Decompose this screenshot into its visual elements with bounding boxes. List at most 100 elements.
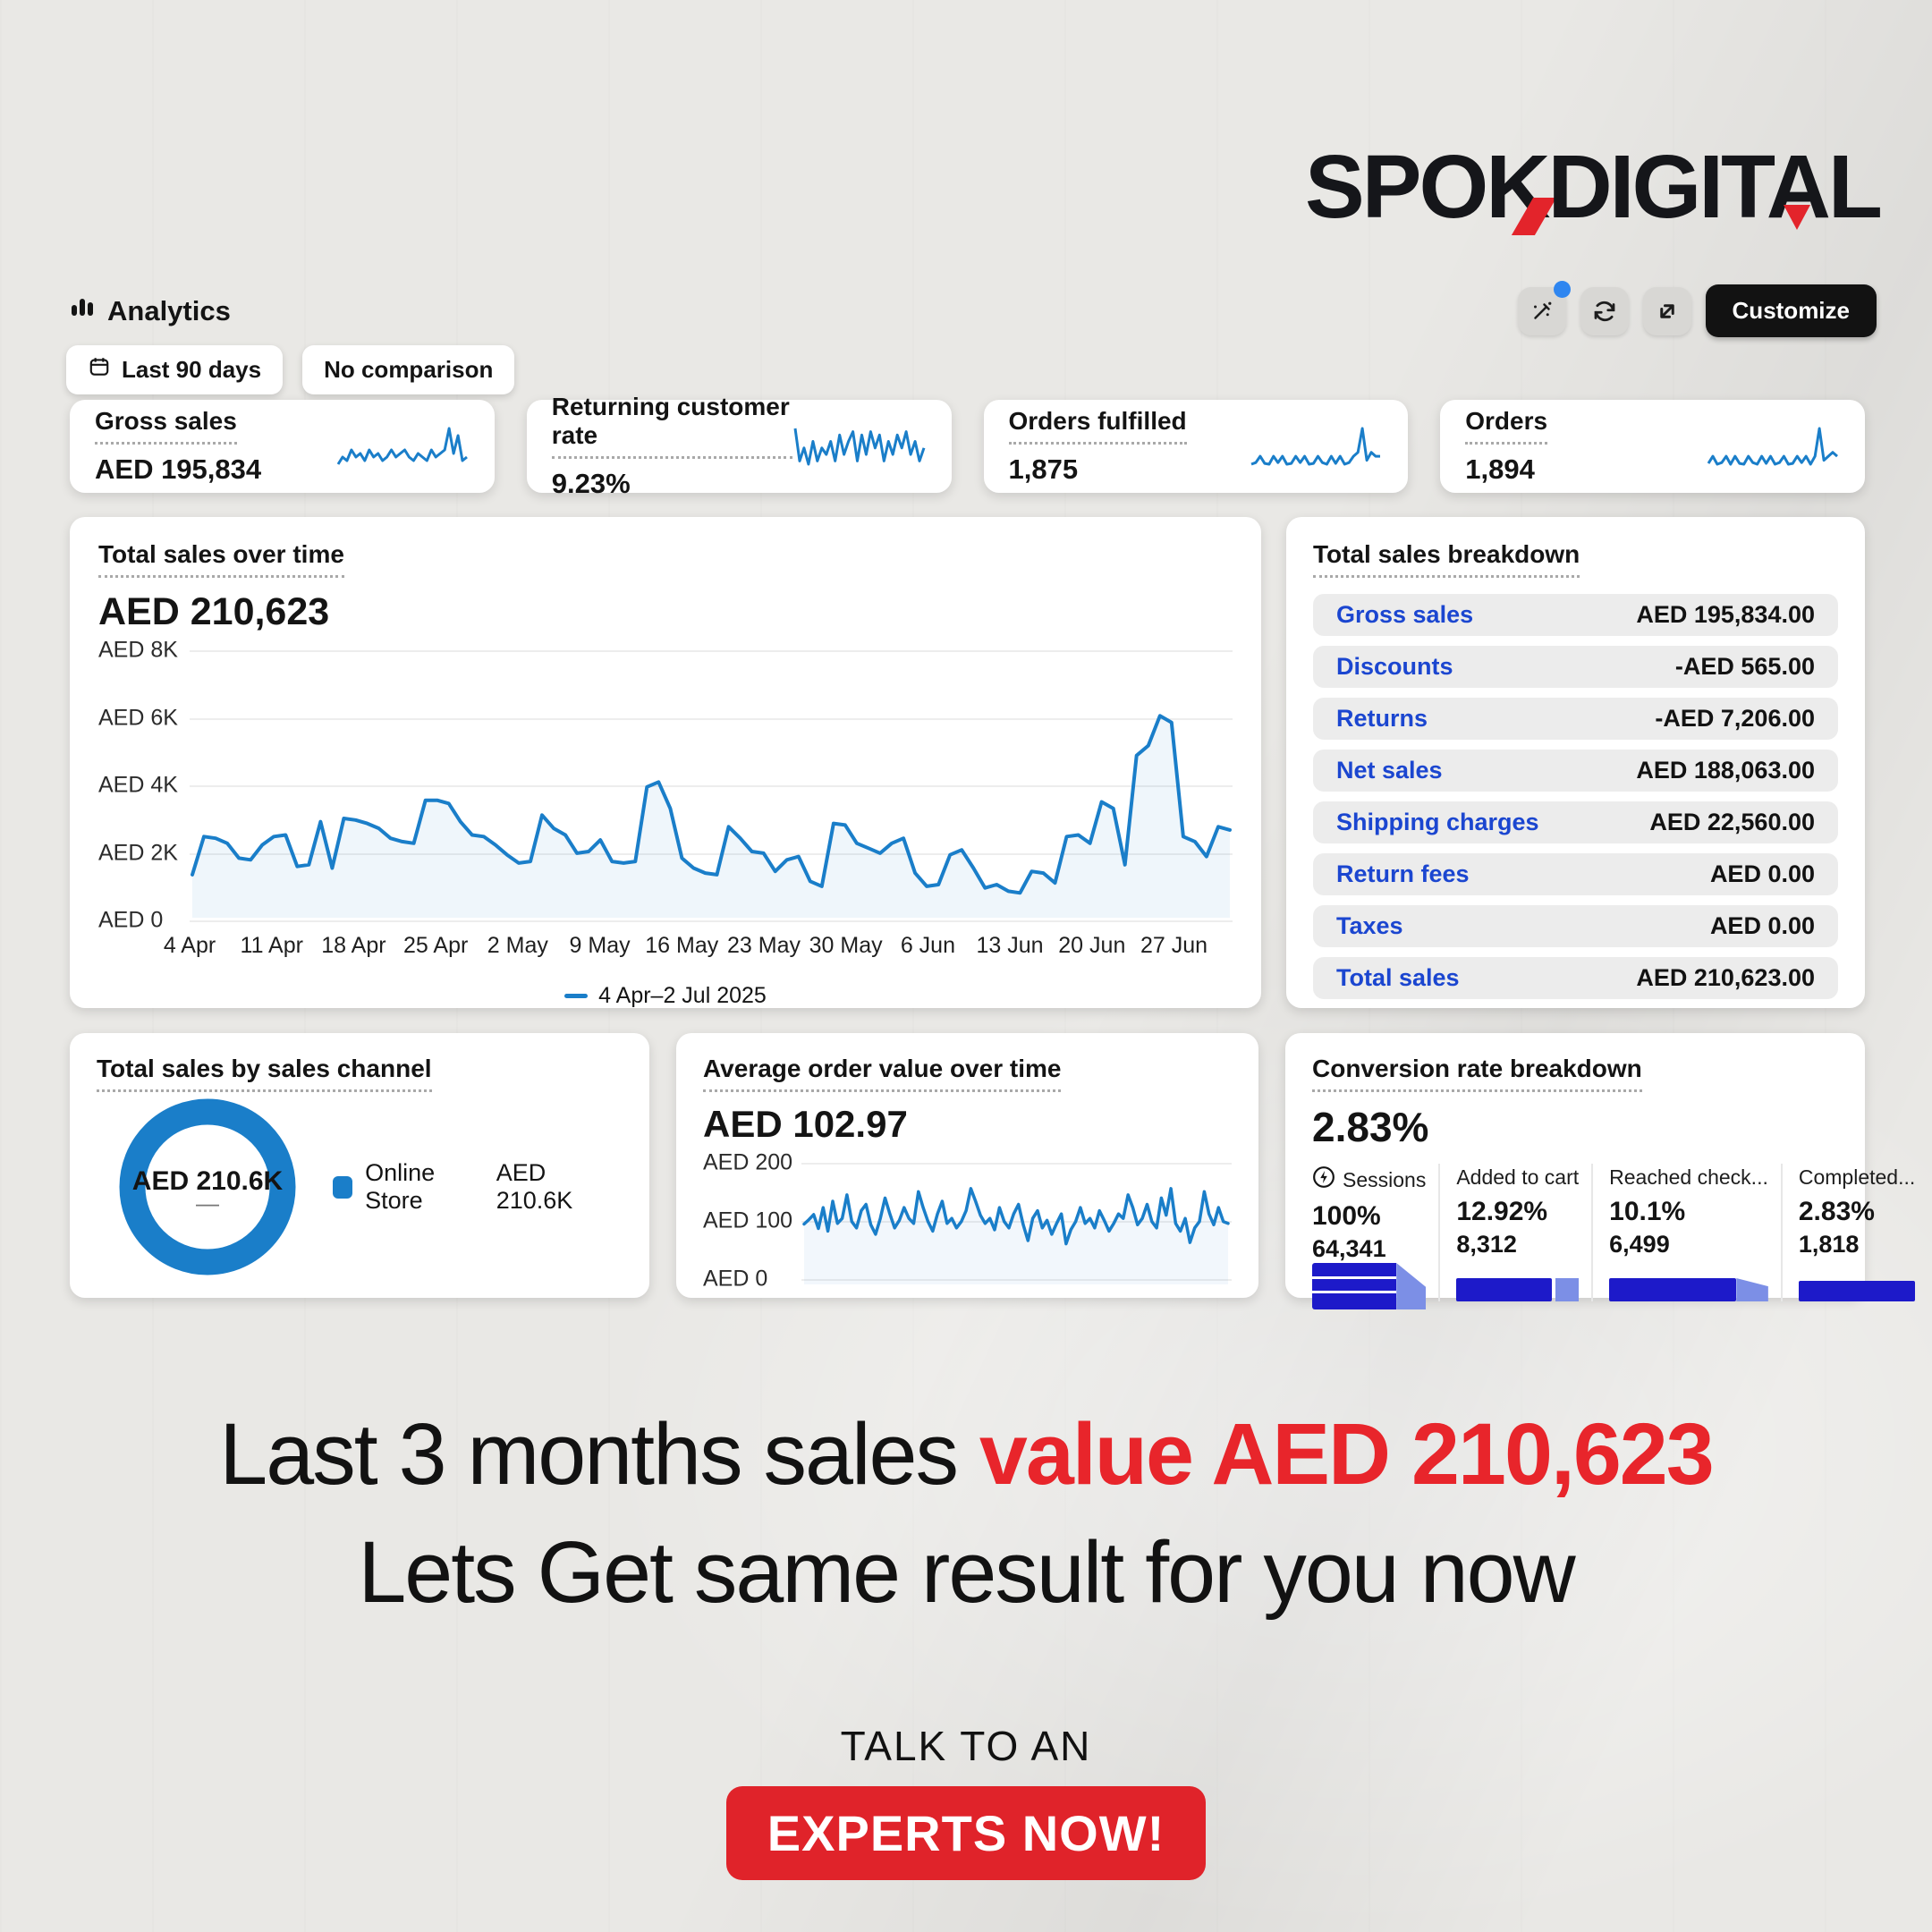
y-tick: AED 0	[703, 1266, 768, 1292]
channel-value: AED 210.6K	[496, 1159, 573, 1214]
breakdown-title[interactable]: Total sales breakdown	[1313, 540, 1580, 578]
aov-value: AED 102.97	[703, 1103, 908, 1145]
aov-title[interactable]: Average order value over time	[703, 1055, 1062, 1092]
donut-center-dash: —	[196, 1190, 219, 1216]
filter-chips: Last 90 days No comparison	[66, 345, 515, 394]
kpi-sparkline	[1250, 427, 1381, 466]
calendar-icon	[88, 355, 111, 385]
kpi-sparkline	[793, 428, 925, 466]
kpi-title[interactable]: Gross sales	[95, 407, 237, 445]
kpi-value: 1,875	[1008, 453, 1079, 485]
breakdown-row-total-sales: Total sales AED 210,623.00	[1313, 957, 1838, 999]
breakdown-link[interactable]: Taxes	[1336, 912, 1403, 939]
kpi-title[interactable]: Orders fulfilled	[1008, 407, 1187, 445]
breakdown-link[interactable]: Gross sales	[1336, 601, 1474, 628]
kpi-card-gross-sales[interactable]: Gross sales AED 195,834	[70, 400, 495, 493]
funnel-step-label: Added to cart	[1456, 1165, 1580, 1189]
sales-line-chart	[191, 714, 1232, 918]
cta-kicker: TALK TO AN	[840, 1723, 1092, 1769]
breakdown-value: AED 188,063.00	[1636, 757, 1815, 784]
funnel-step-label: Reached check...	[1609, 1165, 1768, 1189]
funnel-step-completed: Completed... 2.83% 1,818	[1780, 1164, 1928, 1301]
breakdown-link[interactable]: Return fees	[1336, 860, 1470, 887]
y-tick: AED 100	[703, 1208, 793, 1233]
logo-text: L	[1827, 137, 1883, 237]
total-sales-value: AED 210,623	[98, 590, 330, 633]
aov-y-axis-labels: AED 200 AED 100 AED 0	[703, 1149, 801, 1291]
magic-assistant-button[interactable]	[1517, 280, 1571, 335]
spokdigital-logo: SPOKDIGITAL	[1305, 136, 1883, 239]
breakdown-value: AED 210,623.00	[1636, 964, 1815, 991]
funnel-columns: Sessions 100% 64,341 Added to cart 12.92…	[1312, 1164, 1916, 1309]
refresh-button[interactable]	[1580, 286, 1629, 335]
customize-button[interactable]: Customize	[1705, 284, 1877, 337]
total-sales-chart-card: Total sales over time AED 210,623 AED 8K…	[70, 517, 1261, 1008]
channel-label: Online Store	[365, 1159, 436, 1214]
logo-text: DIGIT	[1547, 137, 1768, 237]
breakdown-row-shipping: Shipping charges AED 22,560.00	[1313, 801, 1838, 843]
funnel-bar	[1609, 1258, 1768, 1301]
kpi-card-orders-fulfilled[interactable]: Orders fulfilled 1,875	[983, 400, 1409, 493]
breakdown-value: AED 195,834.00	[1636, 601, 1815, 628]
channel-legend: Online Store AED 210.6K	[333, 1159, 623, 1215]
x-tick: 25 Apr	[403, 933, 469, 958]
x-tick: 18 Apr	[321, 933, 386, 958]
funnel-bar	[1798, 1258, 1916, 1301]
x-tick: 6 Jun	[900, 933, 955, 958]
channel-title[interactable]: Total sales by sales channel	[97, 1055, 432, 1092]
x-tick: 30 May	[809, 933, 883, 958]
main-row: Total sales over time AED 210,623 AED 8K…	[70, 517, 1865, 1008]
comparison-chip[interactable]: No comparison	[302, 345, 515, 394]
funnel-step-pct: 10.1%	[1609, 1197, 1686, 1226]
breakdown-row-net-sales: Net sales AED 188,063.00	[1313, 750, 1838, 792]
total-sales-plot: AED 8K AED 6K AED 4K AED 2K AED 0	[98, 638, 1233, 933]
x-tick: 16 May	[645, 933, 719, 958]
funnel-bar	[1456, 1258, 1580, 1301]
x-tick: 13 Jun	[976, 933, 1044, 958]
breakdown-value: AED 22,560.00	[1649, 809, 1815, 835]
breakdown-row-taxes: Taxes AED 0.00	[1313, 905, 1838, 947]
bottom-row: Total sales by sales channel AED 210.6K …	[70, 1033, 1916, 1309]
x-tick: 27 Jun	[1140, 933, 1208, 958]
breakdown-link[interactable]: Shipping charges	[1336, 809, 1539, 835]
date-range-chip[interactable]: Last 90 days	[66, 345, 284, 394]
breakdown-link[interactable]: Net sales	[1336, 757, 1443, 784]
funnel-step-label: Sessions	[1343, 1167, 1427, 1191]
marketing-line-2: Lets Get same result for you now	[358, 1522, 1575, 1621]
x-axis-labels: 4 Apr 11 Apr 18 Apr 25 Apr 2 May 9 May 1…	[164, 933, 1233, 974]
x-tick: 11 Apr	[240, 933, 303, 958]
breakdown-link[interactable]: Discounts	[1336, 653, 1453, 680]
donut-chart: AED 210.6K —	[118, 1097, 297, 1276]
sales-breakdown-card: Total sales breakdown Gross sales AED 19…	[1286, 517, 1865, 1008]
kpi-title[interactable]: Returning customer rate	[551, 393, 792, 459]
logo-letter-k: K	[1486, 137, 1550, 237]
donut-center-value: AED 210.6K	[131, 1166, 284, 1196]
cta-section: TALK TO AN EXPERTS NOW!	[0, 1722, 1932, 1880]
conversion-title[interactable]: Conversion rate breakdown	[1312, 1055, 1642, 1092]
y-tick: AED 0	[98, 907, 164, 933]
breakdown-link[interactable]: Returns	[1336, 705, 1428, 732]
aov-card: Average order value over time AED 102.97…	[676, 1033, 1258, 1298]
y-tick: AED 4K	[98, 772, 178, 798]
chart-title[interactable]: Total sales over time	[98, 540, 344, 578]
marketing-line1-black: Last 3 months sales	[219, 1405, 979, 1503]
x-tick: 9 May	[569, 933, 631, 958]
experts-now-button[interactable]: EXPERTS NOW!	[725, 1786, 1207, 1880]
funnel-bar	[1312, 1263, 1427, 1309]
funnel-step-count: 1,818	[1798, 1231, 1860, 1258]
breakdown-link[interactable]: Total sales	[1336, 964, 1460, 991]
marketing-line-1: Last 3 months sales value AED 210,623	[0, 1395, 1932, 1513]
funnel-step-count: 64,341	[1312, 1235, 1386, 1262]
donut-center: AED 210.6K —	[118, 1097, 297, 1276]
kpi-row: Gross sales AED 195,834 Returning custom…	[70, 393, 1865, 499]
page-title-label: Analytics	[107, 294, 231, 326]
toolbar-actions: Customize	[1517, 280, 1877, 337]
expand-button[interactable]	[1642, 286, 1691, 335]
channel-body: AED 210.6K — Online Store AED 210.6K	[97, 1097, 623, 1276]
kpi-card-returning-rate[interactable]: Returning customer rate 9.23%	[526, 393, 952, 499]
kpi-card-orders[interactable]: Orders 1,894	[1440, 400, 1865, 493]
breakdown-row-returns: Returns -AED 7,206.00	[1313, 698, 1838, 740]
analytics-bars-icon	[70, 294, 97, 328]
legend-label: 4 Apr–2 Jul 2025	[598, 983, 767, 1008]
kpi-title[interactable]: Orders	[1465, 407, 1548, 445]
